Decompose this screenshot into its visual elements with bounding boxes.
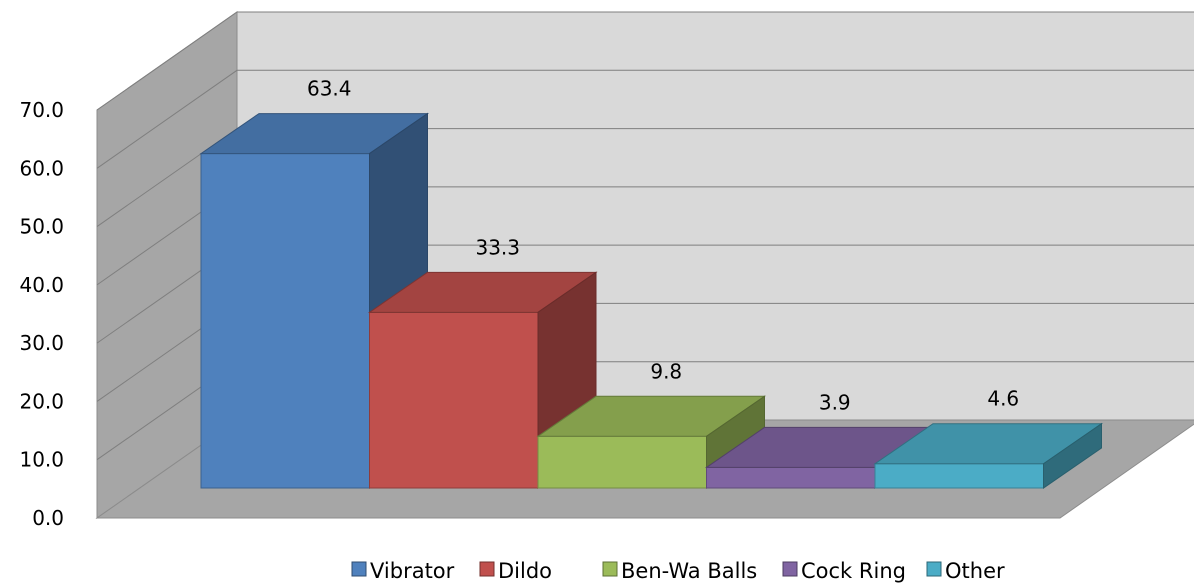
data-labels: 63.4 33.3 9.8 3.9 4.6 [307, 77, 1019, 415]
data-label: 33.3 [475, 235, 520, 259]
legend-label: Ben-Wa Balls [621, 559, 757, 583]
y-tick-label: 40.0 [19, 273, 64, 297]
gridline [96, 69, 1194, 169]
legend-label: Other [945, 559, 1005, 583]
y-tick-label: 30.0 [19, 331, 64, 355]
y-tick-label: 20.0 [19, 389, 64, 413]
bar-ben-wa-balls [536, 395, 767, 489]
bar-side [1043, 422, 1102, 489]
legend-label: Cock Ring [801, 559, 906, 583]
bar-other [873, 422, 1104, 489]
legend-item: Other [926, 559, 1005, 583]
legend-label: Dildo [498, 559, 552, 583]
legend-swatch [479, 561, 495, 577]
y-tick-label: 60.0 [19, 156, 64, 180]
legend-swatch [782, 561, 798, 577]
legend-swatch [351, 561, 367, 577]
legend-item: Cock Ring [782, 559, 906, 583]
y-tick-label: 70.0 [19, 98, 64, 122]
gridline [96, 11, 1194, 111]
data-label: 4.6 [987, 387, 1019, 411]
legend-item: Vibrator [351, 559, 455, 583]
bar-front [874, 463, 1044, 489]
bar-front [369, 311, 539, 489]
data-label: 63.4 [307, 77, 352, 101]
bars [199, 112, 1104, 489]
bar-front [537, 435, 707, 489]
y-tick-label: 50.0 [19, 215, 64, 239]
legend-label: Vibrator [370, 559, 455, 583]
legend-swatch [602, 561, 618, 577]
data-label: 3.9 [819, 390, 851, 414]
y-tick-label: 0.0 [32, 506, 64, 530]
y-axis: 0.0 10.0 20.0 30.0 40.0 50.0 60.0 70.0 [19, 98, 64, 530]
legend-item: Ben-Wa Balls [602, 559, 757, 583]
data-label: 9.8 [650, 359, 682, 383]
y-tick-label: 10.0 [19, 448, 64, 472]
legend-swatch [926, 561, 942, 577]
bar-front [706, 466, 876, 489]
bar-front [200, 153, 370, 489]
legend: Vibrator Dildo Ben-Wa Balls Cock Ring Other [351, 559, 1005, 583]
legend-item: Dildo [479, 559, 552, 583]
